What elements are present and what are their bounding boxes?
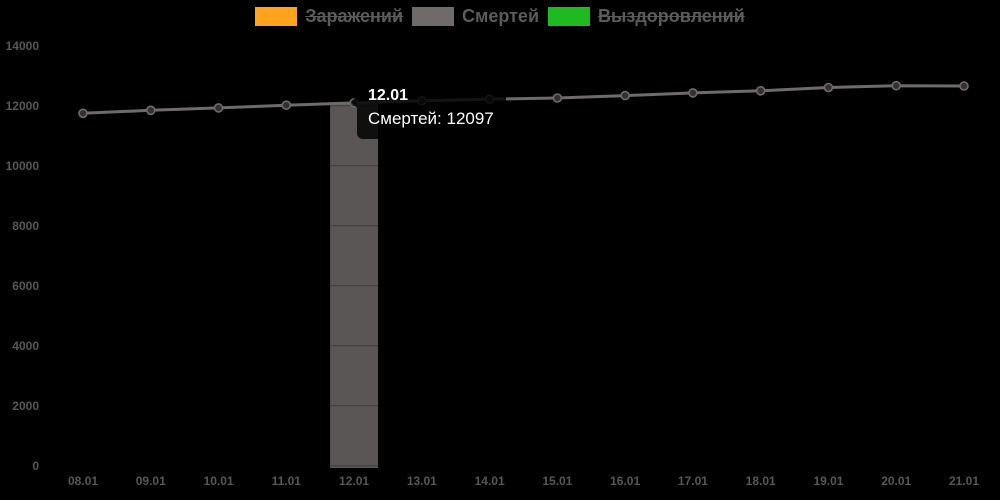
x-axis-label: 08.01 <box>68 474 98 488</box>
y-axis-label: 12000 <box>6 99 40 113</box>
y-axis-label: 0 <box>32 459 39 473</box>
data-point-15.01[interactable] <box>552 93 563 103</box>
y-axis-label: 4000 <box>12 339 39 353</box>
data-point-18.01[interactable] <box>755 86 766 96</box>
x-axis-label: 17.01 <box>678 474 708 488</box>
x-axis-label: 09.01 <box>136 474 166 488</box>
series-line-deaths <box>82 84 965 115</box>
data-point-09.01[interactable] <box>145 105 156 116</box>
x-axis-label: 18.01 <box>746 474 776 488</box>
data-point-11.01[interactable] <box>281 100 292 110</box>
x-axis-label: 12.01 <box>339 474 369 488</box>
x-axis-label: 14.01 <box>475 474 505 488</box>
highlight-column <box>330 103 379 468</box>
x-axis-label: 13.01 <box>407 474 437 488</box>
x-axis-label: 20.01 <box>881 474 911 488</box>
data-point-19.01[interactable] <box>823 82 834 93</box>
tooltip-title: 12.01 <box>368 87 409 104</box>
data-point-16.01[interactable] <box>620 90 630 101</box>
y-axis-label: 10000 <box>6 159 40 173</box>
x-axis-label: 16.01 <box>610 474 640 488</box>
x-axis-label: 11.01 <box>272 474 302 488</box>
x-axis-label: 15.01 <box>542 474 572 488</box>
tooltip-value: Смертей: 12097 <box>368 109 494 128</box>
legend-swatch <box>255 7 298 26</box>
x-axis-label: 10.01 <box>204 474 234 488</box>
legend-swatch <box>412 7 455 26</box>
x-axis-label: 19.01 <box>813 474 843 488</box>
legend-item-3[interactable]: Выздоровлений <box>548 7 745 26</box>
y-axis-label: 14000 <box>6 39 40 53</box>
y-axis-label: 6000 <box>12 279 39 293</box>
data-point-17.01[interactable] <box>688 88 698 98</box>
data-point-10.01[interactable] <box>213 103 224 113</box>
data-point-20.01[interactable] <box>891 80 902 91</box>
x-axis-label: 21.01 <box>949 474 979 488</box>
legend-label: Заражений <box>305 6 404 26</box>
chart-legend: Заражений Смертей Выздоровлений <box>0 7 1000 26</box>
data-point-21.01[interactable] <box>959 81 969 91</box>
legend-label: Выздоровлений <box>598 6 745 26</box>
legend-label: Смертей <box>462 6 540 26</box>
y-axis-label: 8000 <box>12 219 39 233</box>
legend-item-1[interactable]: Заражений <box>255 7 403 26</box>
legend-swatch <box>548 7 591 26</box>
y-axis-label: 2000 <box>12 399 39 413</box>
legend-item-2[interactable]: Смертей <box>412 7 539 26</box>
chart-tooltip: 12.01 Смертей: 12097 <box>351 79 506 139</box>
data-point-08.01[interactable] <box>78 108 88 119</box>
